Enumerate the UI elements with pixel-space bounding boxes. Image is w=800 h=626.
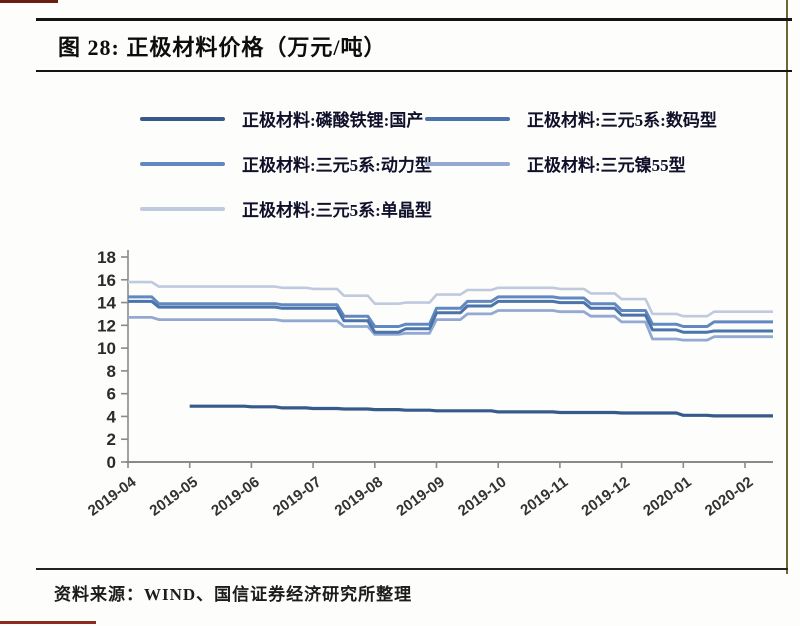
y-axis-tick-label: 0 xyxy=(107,453,116,472)
x-axis-tick-label: 2019-06 xyxy=(208,473,263,519)
y-axis-tick-label: 8 xyxy=(107,362,116,381)
title-rule xyxy=(36,70,792,72)
series-line xyxy=(128,280,773,318)
legend-label: 正极材料:磷酸铁锂:国产 xyxy=(242,111,424,130)
legend-line-swatch xyxy=(140,206,225,211)
page-corner-mark-bottom xyxy=(0,621,96,624)
y-axis-tick-label: 14 xyxy=(97,294,116,313)
x-axis-tick-label: 2020-01 xyxy=(640,473,695,519)
x-axis-tick-label: 2020-02 xyxy=(702,473,757,519)
x-axis-tick-label: 2019-04 xyxy=(85,473,140,519)
top-rule xyxy=(36,18,792,21)
legend-item: 正极材料:三元5系:动力型 xyxy=(140,151,432,176)
price-chart: 0 2 4 6 8 10 12 14 16 18 2019-04 2019-05 2019-06 2019… xyxy=(85,240,795,555)
series-line xyxy=(189,404,773,418)
page-corner-mark-top xyxy=(0,0,58,3)
series-line xyxy=(128,299,773,334)
x-axis-tick-label: 2019-10 xyxy=(455,473,510,519)
legend-label: 正极材料:三元5系:动力型 xyxy=(242,156,432,175)
legend-item: 正极材料:磷酸铁锂:国产 xyxy=(140,106,423,131)
x-axis-tick-label: 2019-11 xyxy=(517,473,571,519)
legend-line-swatch xyxy=(425,161,510,166)
legend-line-swatch xyxy=(140,161,225,166)
y-axis-tick-label: 6 xyxy=(107,385,116,404)
chart-legend: 正极材料:磷酸铁锂:国产 正极材料:三元5系:数码型 正极材料:三元5系:动力型 正极… xyxy=(140,106,740,226)
legend-item: 正极材料:三元5系:数码型 xyxy=(425,106,717,131)
y-axis-tick-label: 4 xyxy=(107,407,117,426)
legend-label: 正极材料:三元镍55型 xyxy=(527,156,686,175)
source-label: 资料来源：WIND、国信证券经济研究所整理 xyxy=(54,585,413,604)
legend-item: 正极材料:三元5系:单晶型 xyxy=(140,196,432,221)
series-line xyxy=(128,295,773,328)
x-axis-tick-label: 2019-07 xyxy=(270,473,325,519)
y-axis-tick-label: 12 xyxy=(97,316,116,335)
x-axis-tick-label: 2019-08 xyxy=(332,473,387,519)
legend-line-swatch xyxy=(140,116,225,121)
legend-label: 正极材料:三元5系:单晶型 xyxy=(242,201,432,220)
figure-title: 图 28: 正极材料价格（万元/吨） xyxy=(58,35,387,60)
x-axis-tick-label: 2019-12 xyxy=(578,473,633,519)
y-axis-tick-label: 10 xyxy=(97,339,116,358)
y-axis-tick-label: 2 xyxy=(107,430,116,449)
legend-label: 正极材料:三元5系:数码型 xyxy=(527,111,717,130)
page-border-right xyxy=(786,0,788,574)
bottom-rule xyxy=(36,568,788,570)
legend-item: 正极材料:三元镍55型 xyxy=(425,151,686,176)
series-line xyxy=(128,309,773,342)
legend-line-swatch xyxy=(425,116,510,121)
y-axis-tick-label: 18 xyxy=(97,248,116,267)
x-axis-tick-label: 2019-09 xyxy=(393,473,448,519)
y-axis-tick-label: 16 xyxy=(97,271,116,290)
x-axis-tick-label: 2019-05 xyxy=(147,473,202,519)
